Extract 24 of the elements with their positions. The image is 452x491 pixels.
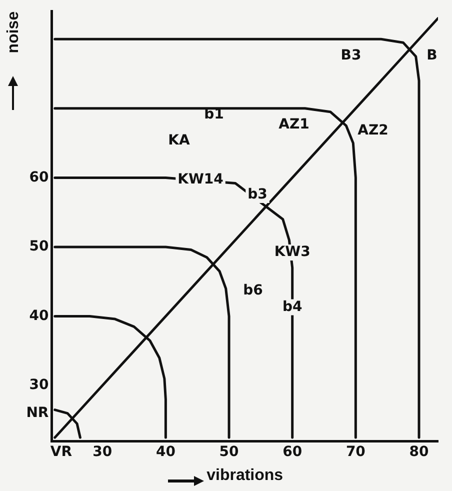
x-axis-title: vibrations [206,466,284,484]
annotation: b3 [248,186,268,203]
x-tick-label: 40 [156,444,176,460]
annotation: KA [168,132,190,149]
y-tick-label: 50 [29,238,49,255]
annotation: KW3 [274,244,310,260]
annotation: B [426,48,438,64]
y-tick-label: NR [26,404,49,421]
annotation: B3 [340,48,362,64]
x-tick-label: 60 [282,444,302,460]
annotation: AZ2 [358,122,388,139]
x-tick-label: 80 [409,444,429,460]
annotation: AZ1 [278,116,310,133]
y-tick-label: 30 [29,377,49,394]
x-tick-label: 70 [346,444,366,460]
y-tick-label: 40 [29,308,49,324]
x-tick-label: 30 [92,444,112,460]
annotation: b6 [243,282,263,299]
y-tick-label: 60 [29,169,49,186]
x-tick-label: VR [50,444,72,460]
x-tick-label: 50 [219,444,240,460]
y-axis-title: noise [5,11,22,54]
annotation: b4 [282,298,302,315]
annotation: KW14 [178,171,224,188]
